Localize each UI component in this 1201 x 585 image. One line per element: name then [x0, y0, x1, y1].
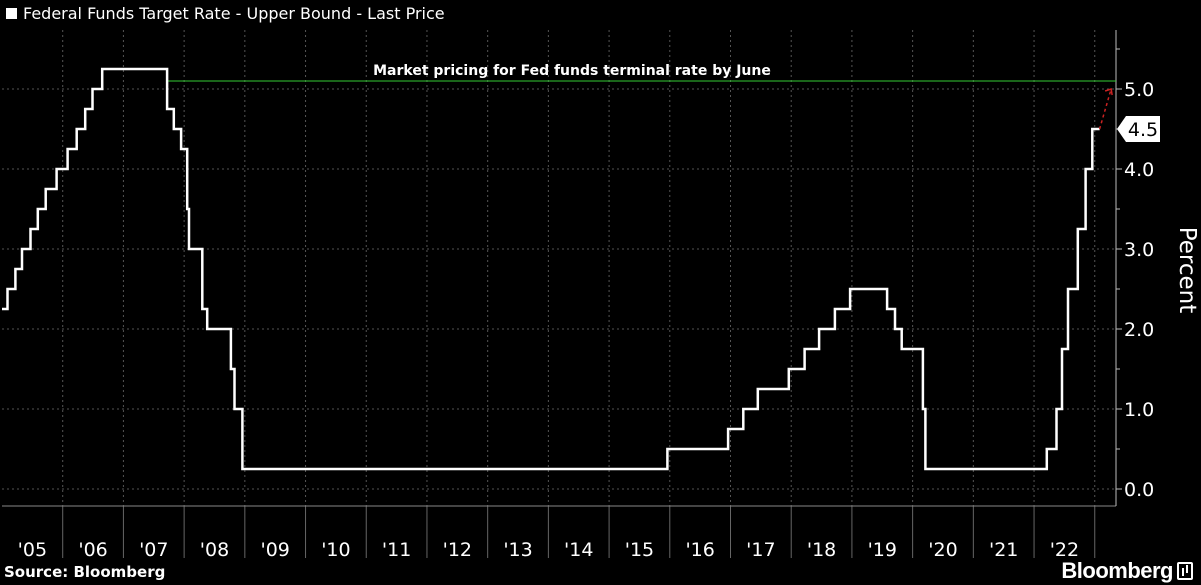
x-tick-label: '05 — [18, 539, 47, 560]
x-tick-label: '09 — [260, 539, 289, 560]
chart-title-text: Federal Funds Target Rate - Upper Bound … — [23, 3, 445, 23]
rate-series-line — [2, 67, 1100, 471]
x-tick-label: '21 — [989, 539, 1018, 560]
brand-name: Bloomberg — [1061, 558, 1173, 583]
y-tick-label: 5.0 — [1124, 79, 1154, 101]
x-tick-label: '19 — [868, 539, 897, 560]
x-tick-label: '10 — [321, 539, 350, 560]
y-tick-label: 4.0 — [1124, 159, 1154, 181]
x-tick-label: '17 — [746, 539, 775, 560]
y-tick-label: 1.0 — [1124, 399, 1154, 421]
chart-area: 0.0 1.0 2.0 3.0 4.0 5.0 Percent '05 '06 '07 '08 '09… — [2, 30, 1200, 560]
last-value-badge — [1117, 116, 1160, 142]
chart-title: Federal Funds Target Rate - Upper Bound … — [6, 3, 445, 23]
legend-swatch — [6, 7, 17, 19]
x-tick-label: '13 — [503, 539, 532, 560]
x-tick-label: '08 — [200, 539, 229, 560]
x-tick-label: '22 — [1050, 539, 1079, 560]
y-axis-title: Percent — [1174, 227, 1200, 314]
projection-line — [1098, 88, 1112, 130]
x-tick-label: '14 — [564, 539, 593, 560]
x-tick-label: '11 — [382, 539, 411, 560]
source-note: Source: Bloomberg — [4, 563, 166, 581]
last-value-label: 4.5 — [1128, 119, 1158, 141]
x-tick-label: '16 — [685, 539, 714, 560]
y-tick-label: 2.0 — [1124, 319, 1154, 341]
terminal-rate-label: Market pricing for Fed funds terminal ra… — [373, 63, 771, 79]
brand-logo: Bloomberg — [1061, 558, 1193, 584]
y-tick-label: 0.0 — [1124, 479, 1154, 501]
x-tick-label: '07 — [139, 539, 168, 560]
x-tick-label: '06 — [78, 539, 107, 560]
bloomberg-icon — [1177, 562, 1193, 580]
projection-arrowhead — [1104, 88, 1113, 96]
x-tick-label: '12 — [443, 539, 472, 560]
x-tick-label: '20 — [928, 539, 957, 560]
x-tick-label: '15 — [625, 539, 654, 560]
x-tick-label: '18 — [807, 539, 836, 560]
y-tick-label: 3.0 — [1124, 239, 1154, 261]
